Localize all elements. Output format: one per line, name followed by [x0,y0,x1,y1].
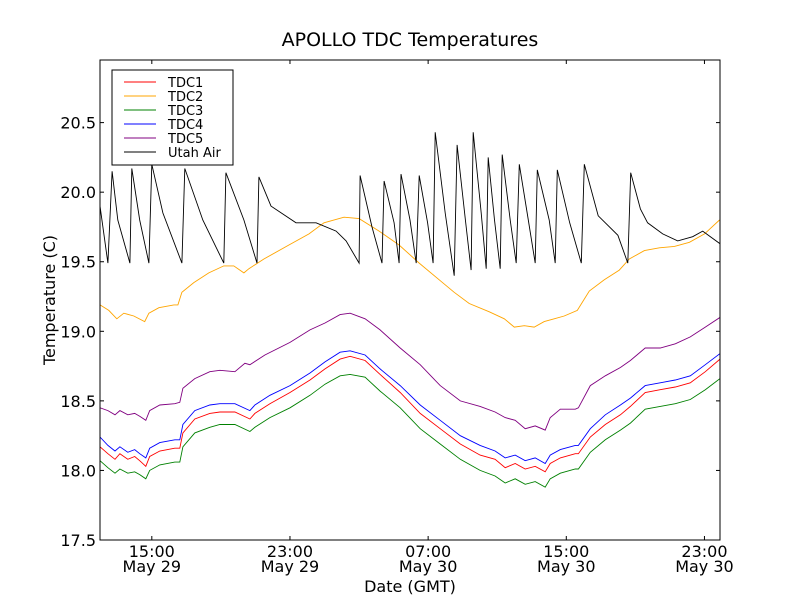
series-line-tdc3 [100,373,720,488]
x-tick-label-date: May 29 [123,557,182,576]
y-tick-label: 19.5 [60,253,96,272]
x-tick-label-time: 07:00 [405,542,451,561]
x-tick-label-time: 15:00 [129,542,175,561]
legend-label: TDC1 [167,76,203,91]
x-tick-label-time: 15:00 [543,542,589,561]
legend-label: TDC2 [167,90,203,105]
series-line-tdc2 [100,216,720,328]
x-tick-label-date: May 30 [537,557,596,576]
x-tick-label-date: May 30 [675,557,734,576]
series-line-tdc4 [100,350,720,465]
plot-frame [99,59,721,541]
y-tick-label: 17.5 [60,531,96,550]
legend-label: Utah Air [168,146,221,161]
legend-label: TDC4 [167,118,203,133]
y-tick-label: 20.0 [60,183,96,202]
series-line-tdc1 [100,355,720,473]
x-tick-label-time: 23:00 [267,542,313,561]
series-line-tdc5 [100,312,720,431]
series-line-utah-air [100,132,720,276]
x-tick-label-date: May 30 [399,557,458,576]
y-tick-label: 20.5 [60,114,96,133]
chart-title: APOLLO TDC Temperatures [282,29,539,51]
legend-box [111,69,234,166]
x-tick-label-date: May 29 [261,557,320,576]
legend-label: TDC5 [167,132,203,147]
legend-label: TDC3 [167,104,203,119]
y-tick-label: 18.5 [60,392,96,411]
x-tick-label-time: 23:00 [681,542,727,561]
y-axis-label: Temperature (C) [40,235,59,366]
y-tick-label: 18.0 [60,461,96,480]
y-tick-label: 19.0 [60,322,96,341]
x-axis-label: Date (GMT) [364,577,456,596]
series-layer [100,132,720,488]
